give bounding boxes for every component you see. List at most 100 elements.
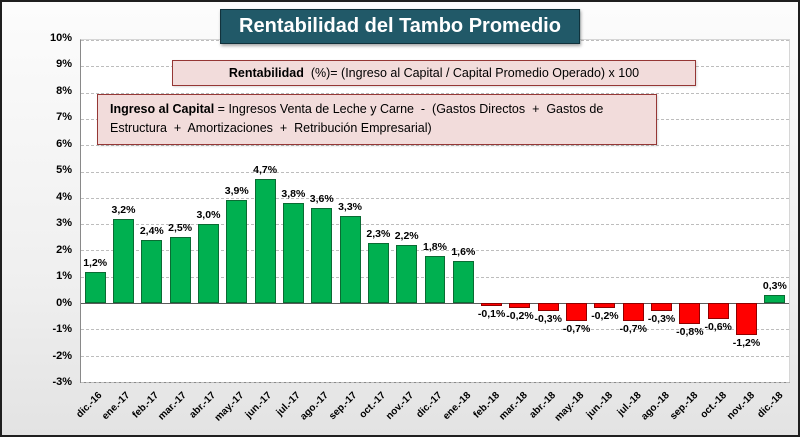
formula-rentabilidad-text: (%)= (Ingreso al Capital / Capital Prome…: [303, 66, 640, 80]
formula-ingreso-term: Ingreso al Capital: [110, 102, 215, 116]
gridline: [81, 355, 789, 357]
x-axis-label-text: ago.-18: [639, 390, 672, 423]
bar-jul.-18: [622, 303, 644, 322]
y-axis-label: -1%: [52, 323, 72, 336]
data-label: -0,3%: [534, 312, 562, 325]
x-axis-label-text: sep.-17: [327, 390, 360, 423]
bar-mar.-18: [509, 303, 531, 309]
data-label: 2,3%: [366, 227, 391, 240]
bars-layer: 1,2% 3,2% 2,4% 2,5% 3,0% 3,9% 4,7% 3,8% 3,6% 3,3%…: [81, 40, 789, 382]
x-axis-label-text: mar.-18: [497, 390, 530, 423]
x-axis-label-text: dic.-16: [73, 390, 104, 421]
x-axis-label-text: feb.-17: [130, 390, 161, 421]
x-axis-label-text: oct.-17: [357, 390, 388, 421]
x-axis-label-text: jun.-17: [243, 390, 275, 421]
formula-box-rentabilidad: Rentabilidad (%)= (Ingreso al Capital / …: [172, 60, 696, 86]
data-label: 1,6%: [451, 245, 476, 258]
bar-oct.-17: [367, 242, 389, 304]
bar-jul.-17: [282, 203, 304, 304]
data-label: -1,2%: [732, 336, 761, 349]
x-axis-label-text: ene.-18: [441, 390, 474, 423]
x-axis-label-text: may.-17: [212, 390, 246, 424]
bar-ene.-18: [452, 260, 474, 304]
gridline: [81, 382, 789, 383]
bar-sep.-18: [679, 303, 701, 325]
gridline: [81, 224, 789, 226]
data-label: -0,8%: [676, 326, 704, 339]
gridline: [81, 92, 789, 94]
y-axis-label: 0%: [56, 296, 72, 309]
data-label: -0,6%: [704, 320, 732, 333]
x-axis-label-text: dic.-17: [414, 390, 445, 421]
data-label: 1,8%: [423, 240, 447, 253]
x-axis-label-text: jun.-18: [584, 390, 616, 421]
data-label: 3,6%: [309, 193, 334, 206]
data-label: 2,5%: [168, 222, 193, 235]
y-axis: 10% 9% 8% 7% 6% 5% 4% 3% 2% 1% 0% -1% -2% -3%: [16, 32, 72, 388]
data-label: -0,2%: [591, 310, 619, 323]
bar-feb.-17: [141, 239, 163, 304]
gridline: [81, 145, 789, 147]
x-axis-label-text: dic.-18: [755, 390, 786, 421]
y-axis-label: 6%: [56, 137, 72, 150]
bar-ene.-17: [113, 218, 134, 304]
data-label: 0,3%: [762, 280, 787, 293]
chart-title: Rentabilidad del Tambo Promedio: [220, 9, 580, 44]
data-label: 1,2%: [83, 256, 108, 269]
x-axis-label-text: nov.-18: [725, 390, 758, 423]
y-axis-label: 2%: [56, 243, 72, 256]
x-axis-label-text: feb.-18: [471, 390, 502, 421]
y-axis-label: 4%: [56, 190, 72, 203]
bar-dic.-18: [764, 295, 786, 304]
x-axis-label-text: oct.-18: [698, 390, 729, 421]
gridline: [81, 171, 789, 173]
data-label: -0,1%: [477, 307, 506, 320]
gridline: [81, 250, 789, 252]
bar-feb.-18: [481, 303, 503, 306]
x-axis-label-text: mar.-17: [156, 390, 190, 423]
data-label: 4,7%: [253, 164, 278, 177]
y-axis-label: 1%: [56, 270, 72, 283]
data-label: 2,4%: [139, 224, 164, 237]
formula-box-ingreso: Ingreso al Capital = Ingresos Venta de L…: [97, 94, 657, 145]
y-axis-label: 9%: [56, 58, 72, 71]
bar-jun.-17: [254, 179, 276, 304]
formula-rentabilidad-term: Rentabilidad: [228, 66, 304, 80]
data-label: 3,8%: [281, 188, 306, 201]
y-axis-label: 3%: [56, 217, 72, 230]
bar-sep.-17: [339, 216, 361, 304]
bar-dic.-16: [84, 271, 106, 304]
data-label: 3,0%: [196, 209, 221, 222]
bar-nov.-18: [736, 303, 757, 335]
x-axis-label-text: sep.-18: [668, 390, 701, 423]
bar-abr.-17: [197, 224, 219, 304]
x-axis-label-text: nov.-17: [384, 390, 417, 423]
bar-ago.-17: [311, 208, 333, 304]
bar-oct.-18: [707, 303, 729, 319]
data-label: -0,3%: [647, 312, 676, 325]
zero-axis-line: [81, 303, 789, 305]
bar-may.-17: [226, 200, 248, 304]
x-axis-label-text: ene.-17: [100, 390, 133, 423]
x-axis-label-text: may.-18: [553, 390, 587, 424]
data-label: 3,3%: [338, 201, 362, 214]
data-label: 2,2%: [394, 230, 419, 243]
bar-dic.-17: [424, 255, 446, 304]
data-label: -0,7%: [619, 323, 647, 336]
x-axis-label-text: ago.-17: [298, 390, 332, 423]
data-label: 3,2%: [111, 203, 136, 216]
gridline: [81, 197, 789, 199]
data-label: -0,2%: [506, 310, 534, 323]
data-label: -0,7%: [562, 323, 591, 336]
bar-abr.-18: [537, 303, 559, 311]
bar-ago.-18: [651, 303, 673, 311]
gridline: [81, 329, 789, 331]
bar-nov.-17: [396, 245, 418, 304]
y-axis-label: 5%: [56, 164, 72, 177]
plot-area: 1,2% 3,2% 2,4% 2,5% 3,0% 3,9% 4,7% 3,8% 3,6% 3,3%…: [80, 39, 790, 383]
formula-ingreso-text: = Ingresos Venta de Leche y Carne - (Gas…: [110, 102, 607, 136]
y-axis-label: -2%: [52, 349, 72, 362]
bar-jun.-18: [594, 303, 616, 309]
bar-may.-18: [566, 303, 588, 322]
y-axis-label: 7%: [56, 111, 72, 124]
